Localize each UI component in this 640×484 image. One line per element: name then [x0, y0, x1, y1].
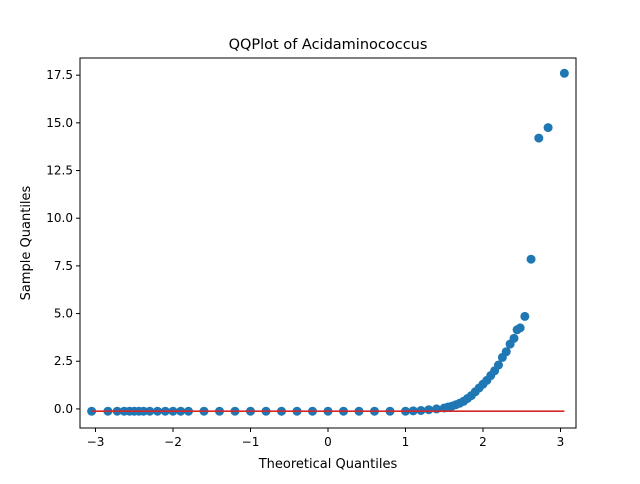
chart-title: QQPlot of Acidaminococcus — [229, 37, 428, 53]
x-axis-label: Theoretical Quantiles — [258, 457, 398, 472]
x-tick-label: 3 — [557, 435, 565, 449]
y-tick-label: 12.5 — [46, 164, 73, 178]
x-tick-label: 0 — [324, 435, 332, 449]
y-axis-label: Sample Quantiles — [19, 185, 34, 300]
data-point — [526, 254, 536, 264]
y-tick-label: 2.5 — [54, 354, 73, 368]
data-point — [509, 333, 519, 343]
x-tick-label: −1 — [242, 435, 260, 449]
data-point — [515, 323, 525, 333]
data-point — [494, 360, 503, 370]
y-tick-label: 10.0 — [46, 211, 73, 225]
data-point — [424, 405, 434, 415]
x-tick-label: 2 — [479, 435, 487, 449]
x-tick-label: −3 — [87, 435, 105, 449]
data-point — [432, 404, 441, 414]
axis-ticks: −3 −2 −1 0 1 2 3 0.0 2.5 5.0 7.5 10.0 12.5 15.0 17.5 — [46, 68, 564, 449]
data-points — [87, 68, 569, 416]
y-tick-label: 15.0 — [46, 116, 73, 130]
data-point — [501, 347, 511, 357]
data-point — [543, 123, 553, 133]
data-point — [559, 68, 569, 78]
x-tick-label: 1 — [402, 435, 410, 449]
y-tick-label: 7.5 — [54, 259, 73, 273]
plot-frame — [79, 57, 577, 429]
y-tick-label: 0.0 — [54, 402, 73, 416]
x-tick-label: −2 — [164, 435, 182, 449]
y-tick-label: 5.0 — [54, 307, 73, 321]
data-point — [534, 133, 544, 143]
y-tick-label: 17.5 — [46, 68, 73, 82]
data-point — [520, 311, 530, 321]
